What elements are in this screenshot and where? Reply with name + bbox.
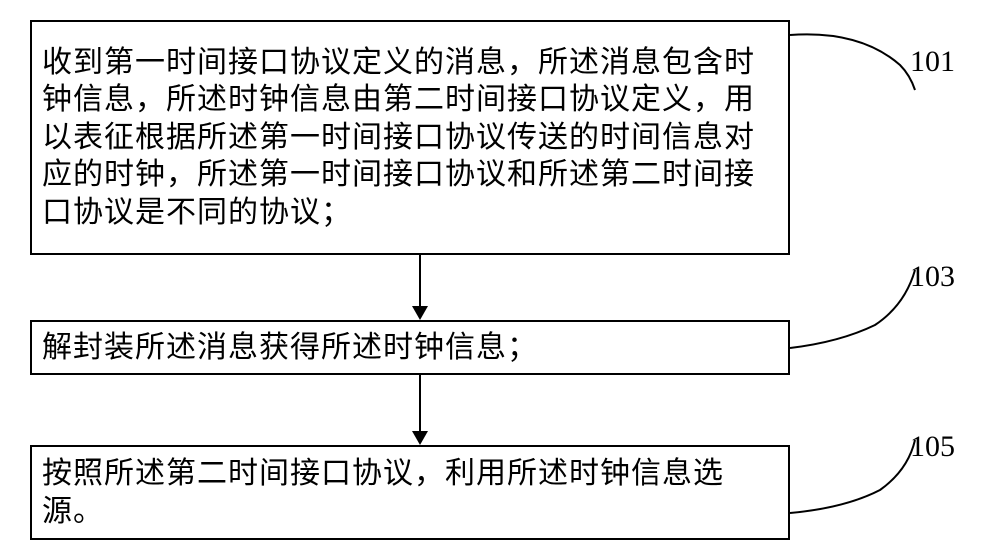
arrow-103-to-105: [410, 375, 430, 445]
leader-line-105: [790, 440, 920, 515]
arrow-shaft: [419, 375, 421, 431]
flow-step-101: 收到第一时间接口协议定义的消息，所述消息包含时钟信息，所述时钟信息由第二时间接口…: [30, 20, 790, 255]
flow-step-103-text: 解封装所述消息获得所述时钟信息；: [42, 329, 778, 367]
leader-line-103: [790, 270, 920, 350]
arrow-shaft: [419, 255, 421, 306]
flow-step-105: 按照所述第二时间接口协议，利用所述时钟信息选源。: [30, 445, 790, 540]
flow-step-101-text: 收到第一时间接口协议定义的消息，所述消息包含时钟信息，所述时钟信息由第二时间接口…: [42, 44, 778, 232]
arrow-head-icon: [412, 306, 428, 320]
arrow-101-to-103: [410, 255, 430, 320]
arrow-head-icon: [412, 431, 428, 445]
flow-step-103: 解封装所述消息获得所述时钟信息；: [30, 320, 790, 375]
flow-step-105-text: 按照所述第二时间接口协议，利用所述时钟信息选源。: [42, 455, 778, 530]
leader-line-101: [790, 30, 920, 95]
